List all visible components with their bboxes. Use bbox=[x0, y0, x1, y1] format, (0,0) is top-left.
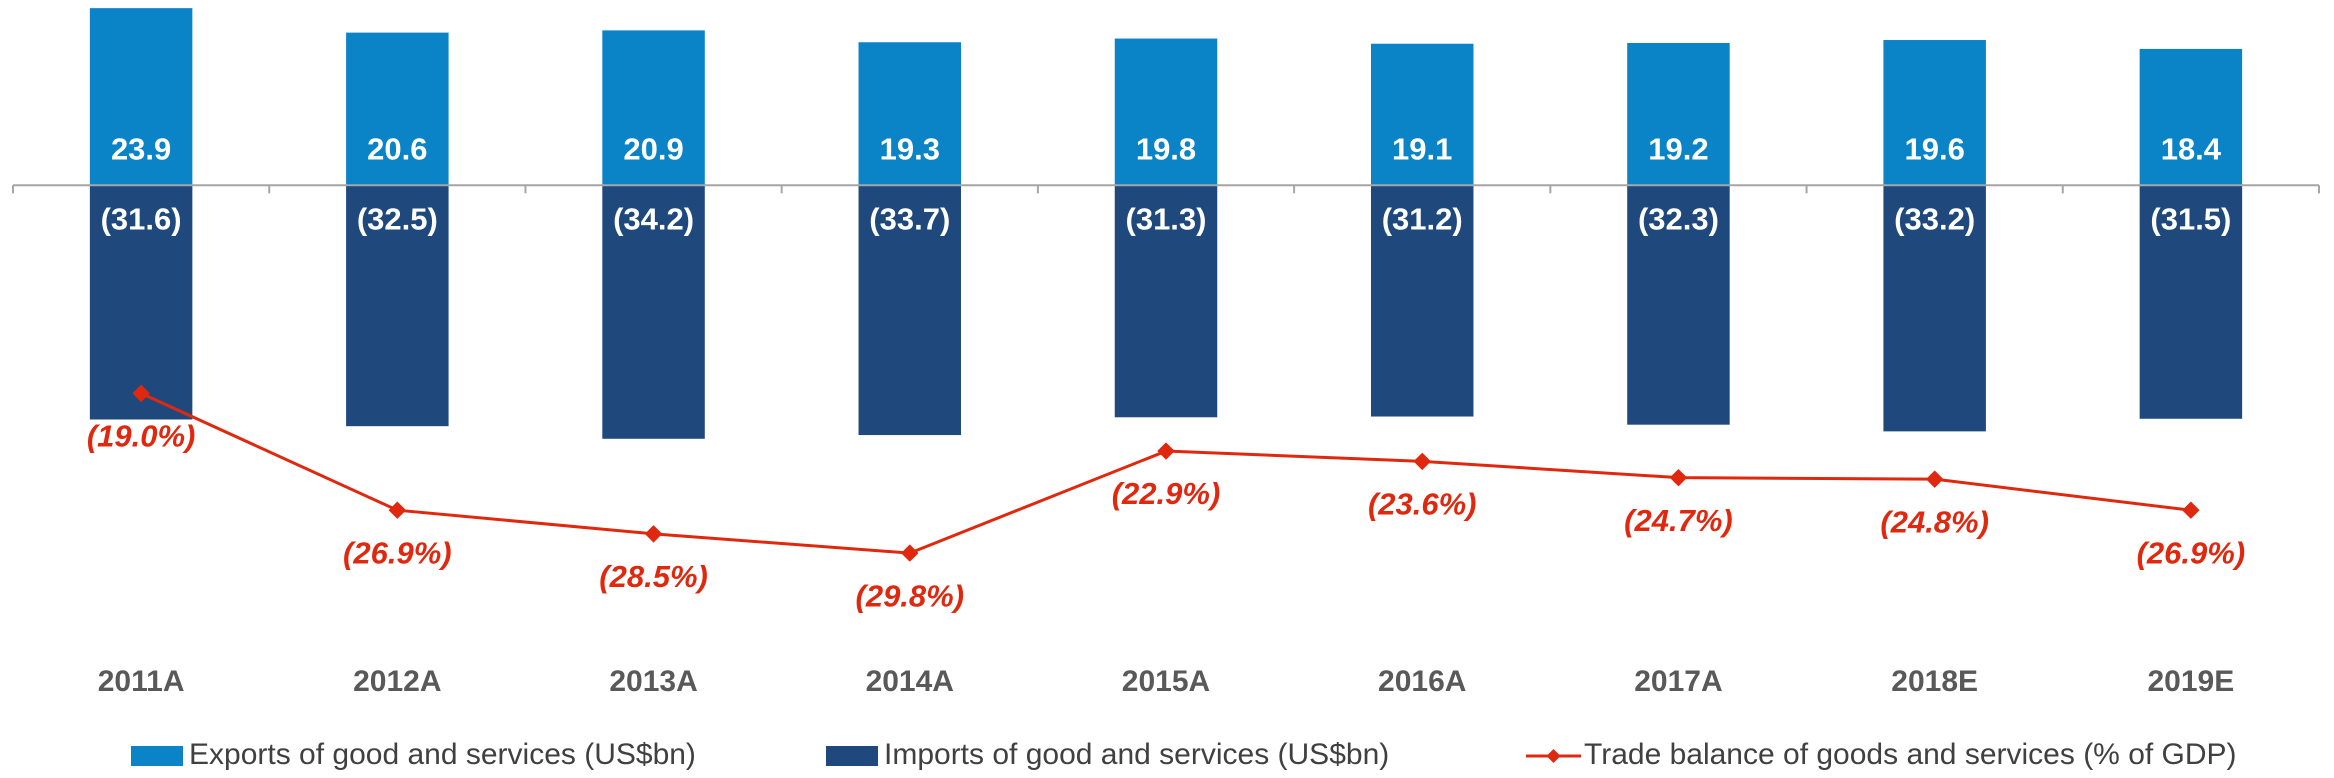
line-marker bbox=[2182, 501, 2200, 519]
line-marker bbox=[644, 525, 663, 543]
bar-value-label: (31.3) bbox=[1126, 201, 1207, 236]
bar bbox=[1883, 40, 1986, 186]
bar-value-label: (31.2) bbox=[1382, 201, 1463, 236]
x-tick-label: 2012A bbox=[353, 665, 441, 698]
bar-value-label: (33.7) bbox=[869, 201, 950, 236]
bar-value-label: (32.5) bbox=[357, 201, 438, 236]
line-marker bbox=[901, 544, 919, 562]
x-tick-label: 2015A bbox=[1122, 665, 1210, 698]
x-tick-label: 2011A bbox=[98, 665, 185, 698]
bar-value-label: 19.6 bbox=[1904, 131, 1964, 166]
line-value-label: (29.8%) bbox=[856, 578, 965, 613]
bar-value-label: (31.6) bbox=[101, 201, 182, 236]
bar bbox=[346, 32, 449, 186]
legend-label: Exports of good and services (US$bn) bbox=[189, 738, 696, 771]
bar bbox=[1370, 43, 1474, 186]
bar-value-label: 20.9 bbox=[623, 131, 683, 166]
line-marker bbox=[1925, 470, 1944, 488]
x-tick-label: 2019E bbox=[2148, 665, 2235, 698]
bar bbox=[602, 185, 705, 439]
bar-value-label: (34.2) bbox=[613, 201, 694, 236]
x-tick-label: 2017A bbox=[1634, 665, 1722, 698]
legend-label: Trade balance of goods and services (% o… bbox=[1584, 738, 2237, 771]
bar bbox=[1883, 185, 1986, 432]
bar bbox=[2139, 48, 2243, 186]
line-marker bbox=[388, 501, 407, 519]
line-marker bbox=[1413, 452, 1431, 471]
bar bbox=[602, 30, 705, 186]
bar bbox=[858, 42, 962, 186]
bar bbox=[858, 185, 962, 436]
bar bbox=[89, 185, 193, 420]
bar-value-label: 18.4 bbox=[2161, 131, 2222, 166]
bar bbox=[346, 185, 449, 427]
line-value-label: (19.0%) bbox=[87, 419, 196, 454]
bar bbox=[1627, 185, 1730, 425]
legend-swatch bbox=[826, 746, 878, 766]
x-tick-label: 2018E bbox=[1891, 665, 1978, 698]
bar-value-label: 20.6 bbox=[367, 131, 427, 166]
legend-label: Imports of good and services (US$bn) bbox=[884, 738, 1389, 771]
line-value-label: (24.8%) bbox=[1880, 504, 1989, 539]
line-value-label: (26.9%) bbox=[2137, 535, 2246, 570]
bar bbox=[1114, 185, 1218, 418]
legend-swatch bbox=[131, 746, 183, 766]
bar-value-label: (33.2) bbox=[1894, 201, 1975, 236]
bar bbox=[1627, 42, 1730, 186]
line-marker bbox=[1157, 442, 1175, 460]
line-value-label: (24.7%) bbox=[1624, 503, 1733, 538]
bar-value-label: (32.3) bbox=[1638, 201, 1719, 236]
x-tick-label: 2016A bbox=[1378, 665, 1466, 698]
x-tick-label: 2013A bbox=[609, 665, 697, 698]
bar bbox=[2139, 185, 2243, 419]
line-marker bbox=[1669, 468, 1688, 487]
bar bbox=[89, 8, 193, 186]
line-value-label: (23.6%) bbox=[1368, 487, 1477, 522]
legend-swatch-marker bbox=[1546, 749, 1561, 763]
bar-value-label: 23.9 bbox=[111, 131, 171, 166]
line-value-label: (22.9%) bbox=[1112, 476, 1221, 511]
bar-value-label: 19.1 bbox=[1392, 131, 1452, 166]
bar-value-label: 19.3 bbox=[880, 131, 940, 166]
x-tick-label: 2014A bbox=[866, 665, 954, 698]
line-value-label: (28.5%) bbox=[599, 559, 708, 594]
bar-value-label: 19.8 bbox=[1136, 131, 1196, 166]
bar-value-label: 19.2 bbox=[1648, 131, 1708, 166]
bar-value-label: (31.5) bbox=[2150, 201, 2231, 236]
line-marker bbox=[132, 384, 150, 403]
bar bbox=[1114, 38, 1218, 186]
line-value-label: (26.9%) bbox=[343, 535, 452, 570]
bar bbox=[1370, 185, 1474, 417]
